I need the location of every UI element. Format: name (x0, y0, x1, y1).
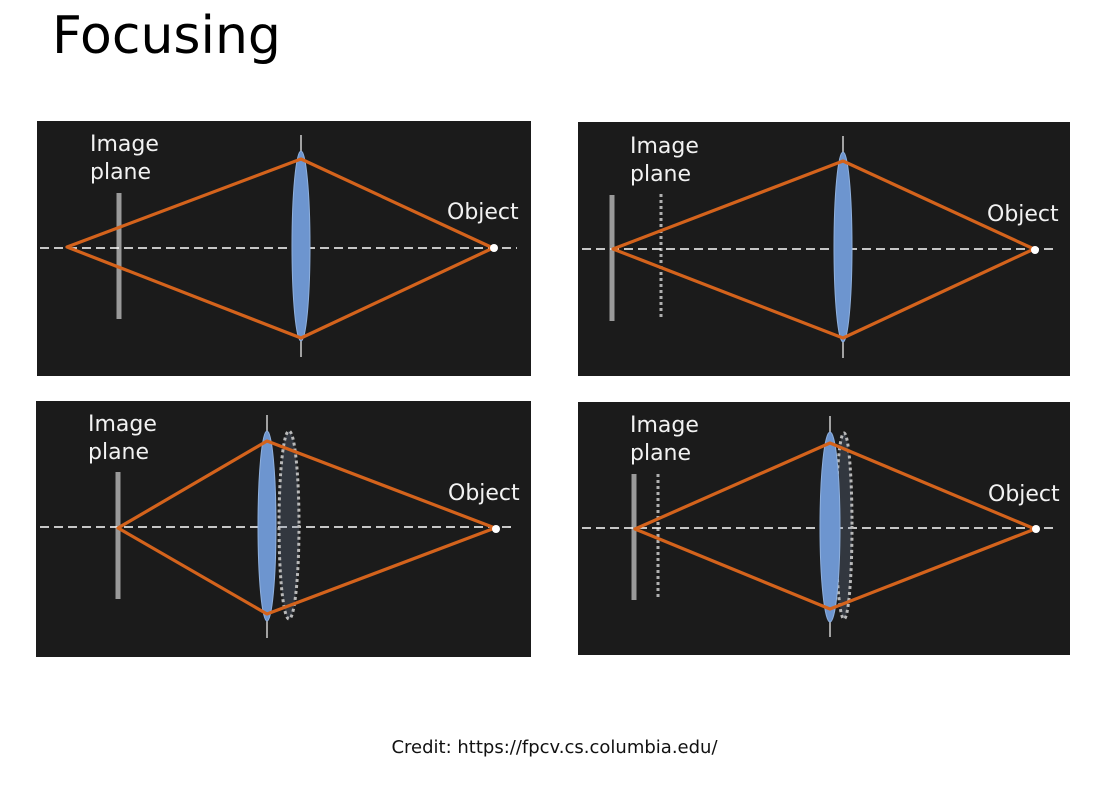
image-plane-label-line1: Image (630, 413, 699, 438)
object-point (1032, 525, 1040, 533)
lens (291, 150, 311, 342)
diagram-panel-image-plane-behind-focus: Image plane Object (37, 121, 531, 376)
diagram-panel-image-plane-moved: Image plane Object (578, 122, 1070, 376)
image-plane-label-line2: plane (88, 440, 149, 465)
image-plane-label-line2: plane (630, 441, 691, 466)
lens (833, 151, 853, 343)
object-point (490, 244, 498, 252)
optics-diagram-2: Image plane Object (582, 134, 1059, 358)
credit-text: Credit: https://fpcv.cs.columbia.edu/ (391, 737, 718, 758)
object-label: Object (448, 481, 520, 506)
object-label: Object (447, 200, 519, 225)
light-rays (116, 439, 496, 616)
previous-lens-position-dotted (277, 429, 301, 621)
object-point (1031, 246, 1039, 254)
diagram-panel-lens-moved: Image plane Object (36, 401, 531, 657)
optics-diagram-1: Image plane Object (40, 132, 519, 357)
image-plane-label-line1: Image (90, 132, 159, 157)
object-label: Object (987, 202, 1059, 227)
image-plane-label-line2: plane (90, 160, 151, 185)
object-point (492, 525, 500, 533)
diagram-panel-lens-and-plane-moved: Image plane Object (578, 402, 1070, 655)
light-rays (633, 441, 1036, 611)
image-plane-label-line2: plane (630, 162, 691, 187)
optics-diagram-4: Image plane Object (582, 413, 1060, 637)
lens (257, 430, 277, 622)
lens (819, 431, 841, 623)
object-label: Object (988, 482, 1060, 507)
light-rays (611, 159, 1035, 340)
slide-title: Focusing (52, 6, 281, 66)
light-rays (65, 157, 494, 340)
image-plane-label-line1: Image (88, 412, 157, 437)
image-plane-label-line1: Image (630, 134, 699, 159)
optics-diagram-3: Image plane Object (40, 412, 520, 638)
